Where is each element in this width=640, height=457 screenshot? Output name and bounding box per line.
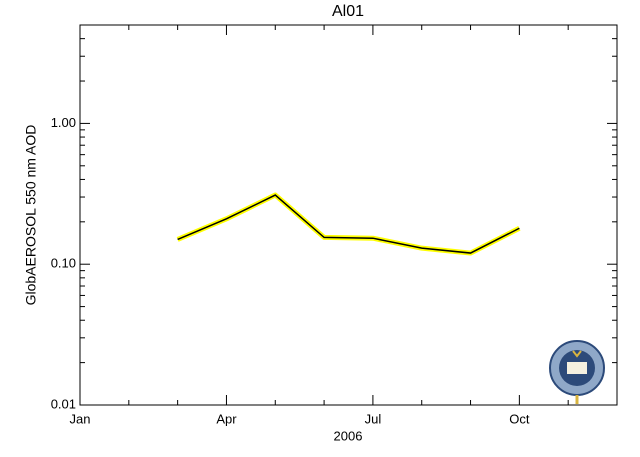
chart-title: Al01 [332, 3, 364, 20]
x-tick-label: Jan [70, 411, 91, 426]
x-axis-label: 2006 [334, 428, 363, 443]
x-tick-label: Apr [216, 411, 237, 426]
y-tick-label: 0.10 [51, 256, 76, 271]
uncertainty-band [176, 192, 521, 256]
series-line [177, 194, 520, 254]
plot-frame [79, 24, 618, 406]
y-tick-label: 1.00 [51, 115, 76, 130]
y-tick-label: 0.01 [51, 396, 76, 411]
logo [549, 340, 605, 404]
x-tick-label: Jul [365, 411, 382, 426]
x-tick-label: Oct [509, 411, 530, 426]
y-axis-label: GlobAEROSOL 550 nm AOD [23, 125, 39, 306]
